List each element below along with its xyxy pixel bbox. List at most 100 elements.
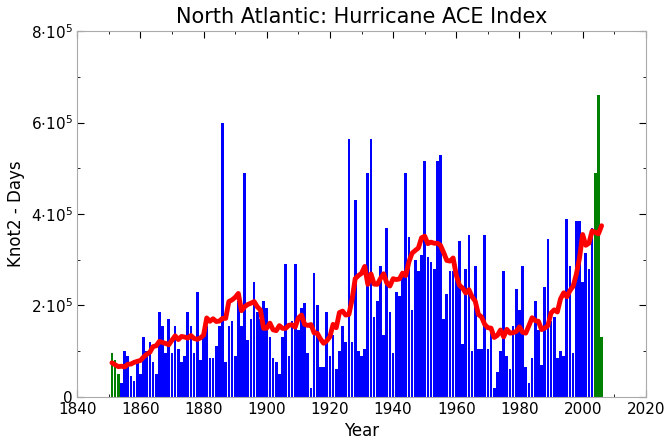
Bar [591,228,593,396]
Bar [388,312,391,396]
Bar [436,161,439,396]
Bar [395,291,398,396]
Bar [546,239,549,396]
Bar [149,342,151,396]
Bar [208,358,211,396]
Bar [575,221,578,396]
Bar [316,305,319,396]
Bar [145,351,148,396]
Bar [303,303,306,396]
Bar [300,308,303,396]
Bar [291,321,294,396]
Bar [392,353,394,396]
Bar [323,367,325,396]
Bar [544,287,546,396]
Bar [215,346,218,396]
Bar [341,326,344,396]
Bar [130,376,132,396]
Bar [594,173,597,396]
Bar [171,353,173,396]
Bar [556,358,558,396]
Bar [433,269,435,396]
Bar [414,260,417,396]
Bar [354,200,357,396]
Bar [455,278,458,396]
Bar [364,349,366,396]
Bar [114,360,116,396]
Bar [442,319,445,396]
Bar [566,219,569,396]
Bar [452,271,454,396]
Bar [294,264,296,396]
Bar [165,353,167,396]
X-axis label: Year: Year [344,422,379,440]
Bar [224,363,227,396]
Bar [126,355,129,396]
Bar [237,301,240,396]
Bar [427,257,429,396]
Bar [180,363,183,396]
Bar [234,355,237,396]
Bar [524,367,527,396]
Bar [515,289,517,396]
Bar [502,271,505,396]
Bar [490,326,493,396]
Bar [199,360,202,396]
Bar [531,358,534,396]
Bar [398,296,401,396]
Bar [271,358,274,396]
Bar [487,349,489,396]
Bar [581,283,584,396]
Bar [297,330,300,396]
Bar [493,388,495,396]
Bar [550,321,552,396]
Bar [587,269,590,396]
Bar [139,374,142,396]
Bar [243,173,246,396]
Bar [423,161,426,396]
Bar [177,349,179,396]
Bar [269,337,271,396]
Bar [429,262,432,396]
Bar [123,351,126,396]
Bar [155,374,157,396]
Bar [259,319,262,396]
Bar [360,355,363,396]
Bar [265,308,268,396]
Bar [474,266,476,396]
Bar [518,310,521,396]
Bar [312,273,315,396]
Bar [161,326,164,396]
Bar [329,355,331,396]
Bar [600,337,603,396]
Bar [528,383,530,396]
Bar [446,294,448,396]
Bar [562,355,565,396]
Bar [569,266,571,396]
Bar [332,335,335,396]
Bar [449,271,452,396]
Bar [382,335,385,396]
Bar [499,351,502,396]
Bar [284,264,287,396]
Bar [534,301,536,396]
Bar [136,363,138,396]
Bar [202,330,205,396]
Bar [190,326,192,396]
Bar [553,317,556,396]
Bar [537,330,540,396]
Bar [597,95,600,396]
Bar [221,122,224,396]
Bar [158,312,161,396]
Bar [411,310,413,396]
Bar [133,381,136,396]
Bar [559,351,562,396]
Bar [407,237,410,396]
Bar [262,301,265,396]
Bar [505,355,508,396]
Bar [306,353,309,396]
Bar [335,369,337,396]
Bar [142,337,145,396]
Bar [111,353,114,396]
Bar [420,255,423,396]
